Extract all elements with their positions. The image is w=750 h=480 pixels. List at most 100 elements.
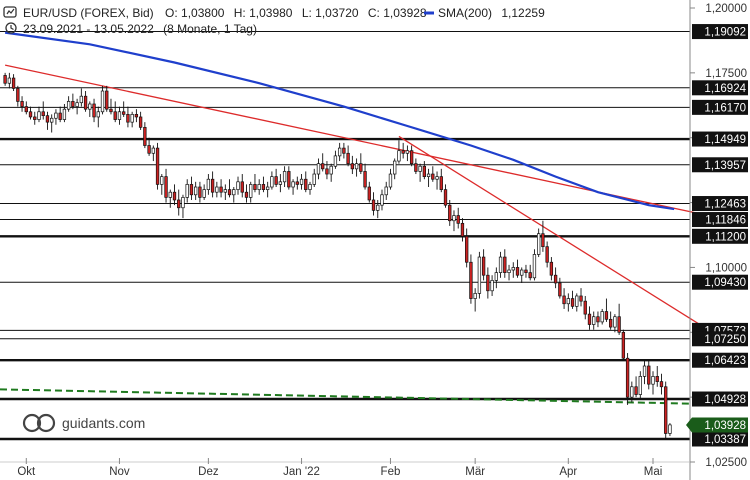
candle-body [329, 165, 333, 175]
x-tick-label: Okt [17, 466, 36, 478]
candle [232, 187, 236, 203]
candle [342, 142, 346, 159]
candle-body [325, 168, 329, 175]
candle [363, 163, 367, 190]
candle [16, 85, 20, 107]
candle-body [363, 171, 367, 188]
candle [227, 179, 232, 198]
candle-body [168, 191, 172, 198]
y-tick-label: 1,02500 [705, 457, 747, 469]
candle [287, 166, 291, 190]
candle [376, 199, 380, 219]
candle [109, 98, 113, 115]
candle-body [155, 147, 160, 185]
settings-icon[interactable] [3, 6, 17, 18]
candle-body [524, 269, 528, 273]
candle-body [172, 191, 177, 201]
candle [122, 101, 126, 117]
level-label-box [692, 196, 748, 212]
candle-body [304, 178, 308, 190]
candle [397, 140, 401, 164]
candle [477, 251, 482, 299]
candle-body [138, 116, 143, 128]
level-label-text: 1,14949 [704, 134, 746, 146]
trendline [398, 135, 709, 331]
candle-body [469, 261, 473, 299]
candle-body [66, 101, 71, 110]
candle-body [350, 163, 355, 170]
candle [236, 176, 240, 195]
candle-body [359, 163, 363, 172]
candle [426, 168, 431, 188]
candle-body [160, 176, 164, 185]
candle-body [316, 163, 321, 175]
candle-body [117, 111, 122, 120]
candle [143, 122, 147, 149]
candle-body [587, 313, 592, 325]
candle-body [274, 176, 278, 185]
candle [409, 145, 414, 167]
level-label: 1,11846 [692, 212, 748, 228]
candle-body [460, 222, 465, 237]
candle [181, 194, 185, 219]
x-tick-label: Jan '22 [283, 466, 320, 478]
high-value: H: 1,03980 [234, 6, 293, 20]
candle-body [147, 145, 151, 154]
candle-body [545, 246, 549, 263]
candle [92, 98, 96, 123]
candle-body [24, 106, 28, 113]
candle-body [194, 186, 198, 196]
candle-body [265, 186, 270, 190]
candle-body [528, 272, 532, 279]
candle [278, 174, 283, 193]
svg-text:SMA(200) 1,12259: SMA(200) 1,12259 [438, 6, 545, 20]
open-value: O: 1,03800 [165, 6, 225, 20]
candle [354, 158, 359, 177]
candle-body [354, 163, 359, 170]
candle [481, 249, 486, 281]
candle [384, 181, 388, 200]
candle-body [308, 184, 312, 190]
candle-body [100, 90, 105, 113]
candle-body [177, 199, 181, 209]
candle-body [532, 254, 537, 279]
candle [194, 181, 198, 200]
candle [33, 111, 37, 125]
candle-body [515, 267, 520, 276]
candle [185, 179, 189, 203]
clock-icon [5, 22, 17, 34]
candle-body [477, 256, 482, 294]
level-label-text: 1,04928 [704, 394, 746, 406]
candle-body [418, 165, 422, 172]
candle [570, 290, 575, 309]
candle-body [596, 316, 600, 323]
candle [515, 259, 520, 278]
candle [282, 166, 287, 188]
candle [215, 181, 219, 198]
candle-body [380, 194, 384, 206]
candle [528, 264, 532, 281]
candle-body [282, 171, 287, 183]
candle [71, 93, 75, 110]
candle [41, 101, 45, 120]
candle-body [54, 112, 58, 119]
candle [240, 174, 244, 198]
candle-body [498, 256, 503, 273]
candle [439, 168, 443, 193]
candle [617, 303, 621, 335]
candle-body [109, 108, 113, 113]
candle [638, 371, 642, 400]
level-label-box [692, 274, 748, 290]
candle-body [642, 365, 647, 377]
candle [270, 171, 274, 190]
candle [168, 189, 172, 208]
candle [37, 106, 41, 123]
candle-body [549, 261, 554, 276]
close-value: C: 1,03928 [368, 6, 427, 20]
candle [583, 295, 587, 320]
candle [257, 179, 261, 195]
candle [405, 145, 410, 162]
candle [401, 142, 405, 159]
candle [100, 85, 105, 115]
logo-text: guidants.com [62, 415, 145, 431]
